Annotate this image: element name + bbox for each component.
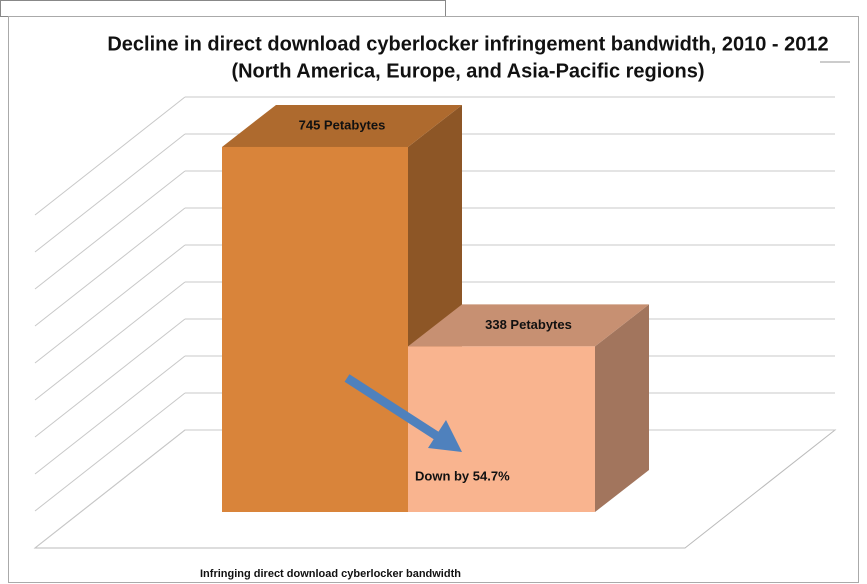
side-grid-line (34, 429, 186, 549)
side-grid-line (34, 170, 186, 290)
arrow-shaft (344, 374, 443, 442)
side-grid-line (34, 207, 186, 327)
side-grid-line (34, 133, 186, 253)
side-grid-line (34, 318, 186, 438)
side-grid-line (34, 281, 186, 401)
chart-title: Decline in direct download cyberlocker i… (107, 33, 828, 55)
annotation: Down by 54.7% (415, 468, 510, 483)
arrow-head (428, 420, 462, 452)
x-axis-label: Infringing direct download cyberlocker b… (200, 568, 461, 580)
value-label: 338 Petabytes (485, 317, 572, 332)
chart-subtitle: (North America, Europe, and Asia-Pacific… (231, 60, 704, 82)
side-grid-line (34, 96, 186, 216)
window-edge (0, 0, 446, 17)
side-grid-line (34, 355, 186, 475)
side-grid-line (34, 392, 186, 512)
bar-top (408, 304, 649, 347)
bar (408, 346, 595, 512)
value-label: 745 Petabytes (299, 117, 386, 132)
bar-side (595, 304, 649, 512)
side-grid-line (34, 244, 186, 364)
bar-top (222, 104, 462, 147)
bar (222, 146, 408, 512)
